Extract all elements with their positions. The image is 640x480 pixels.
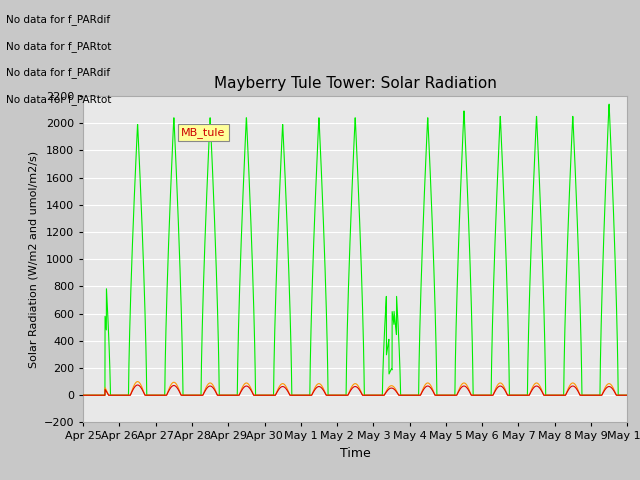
Y-axis label: Solar Radiation (W/m2 and umol/m2/s): Solar Radiation (W/m2 and umol/m2/s) xyxy=(28,151,38,368)
Text: No data for f_PARtot: No data for f_PARtot xyxy=(6,41,112,52)
Title: Mayberry Tule Tower: Solar Radiation: Mayberry Tule Tower: Solar Radiation xyxy=(214,76,497,91)
Text: No data for f_PARtot: No data for f_PARtot xyxy=(6,94,112,105)
Text: No data for f_PARdif: No data for f_PARdif xyxy=(6,67,111,78)
Text: No data for f_PARdif: No data for f_PARdif xyxy=(6,14,111,25)
X-axis label: Time: Time xyxy=(340,447,371,460)
Text: MB_tule: MB_tule xyxy=(181,127,225,138)
